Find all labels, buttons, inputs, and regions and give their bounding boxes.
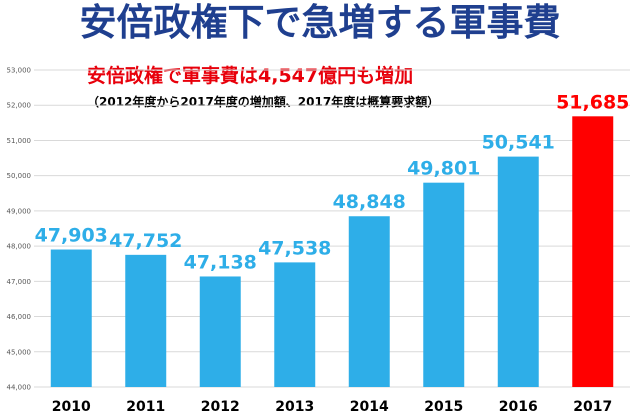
y-tick-label: 48,000 xyxy=(7,243,32,251)
value-label-2014: 48,848 xyxy=(333,191,406,213)
value-label-2016: 50,541 xyxy=(482,132,555,154)
x-tick-label-2011: 2011 xyxy=(126,399,165,415)
y-axis: 44,000 45,000 46,000 47,000 48,000 49,000 50,0… xyxy=(7,67,32,392)
y-tick-label: 50,000 xyxy=(7,172,32,180)
x-tick-label-2015: 2015 xyxy=(424,399,463,415)
x-tick-label-2012: 2012 xyxy=(201,399,240,415)
value-label-2013: 47,538 xyxy=(258,237,331,259)
chart-subtitle: 安倍政権で軍事費は4,547億円も増加 xyxy=(87,64,413,87)
x-tick-label-2014: 2014 xyxy=(350,399,389,415)
value-label-2017: 51,685 xyxy=(556,91,629,113)
value-label-2012: 47,138 xyxy=(184,251,257,273)
bar-2012 xyxy=(199,276,241,387)
chart-title: 安倍政権下で急増する軍事費 xyxy=(80,1,561,44)
x-tick-label-2010: 2010 xyxy=(52,399,91,415)
bar-2017 xyxy=(572,116,614,387)
value-label-2010: 47,903 xyxy=(35,225,108,247)
bar-2010 xyxy=(50,249,92,387)
x-axis: 2010 2011 2012 2013 2014 2015 2016 2017 xyxy=(52,399,612,415)
value-label-2015: 49,801 xyxy=(407,158,480,180)
y-tick-label: 47,000 xyxy=(7,278,32,286)
x-tick-label-2017: 2017 xyxy=(573,399,612,415)
grid-lines xyxy=(34,69,630,388)
bars xyxy=(50,116,614,387)
y-tick-label: 51,000 xyxy=(7,137,32,145)
y-tick-label: 46,000 xyxy=(7,313,32,321)
y-tick-label: 44,000 xyxy=(7,384,32,392)
y-tick-label: 45,000 xyxy=(7,348,32,356)
x-tick-label-2013: 2013 xyxy=(275,399,314,415)
value-label-2011: 47,752 xyxy=(109,230,182,252)
bar-2011 xyxy=(125,254,167,387)
bar-2016 xyxy=(497,156,539,387)
bar-2015 xyxy=(423,182,465,387)
bar-2014 xyxy=(348,216,390,387)
y-tick-label: 49,000 xyxy=(7,207,32,215)
y-tick-label: 53,000 xyxy=(7,67,32,75)
y-tick-label: 52,000 xyxy=(7,102,32,110)
chart-note: （2012年度から2017年度の増加額、2017年度は概算要求額） xyxy=(87,94,439,109)
bar-2013 xyxy=(274,262,316,387)
x-tick-label-2016: 2016 xyxy=(499,399,538,415)
